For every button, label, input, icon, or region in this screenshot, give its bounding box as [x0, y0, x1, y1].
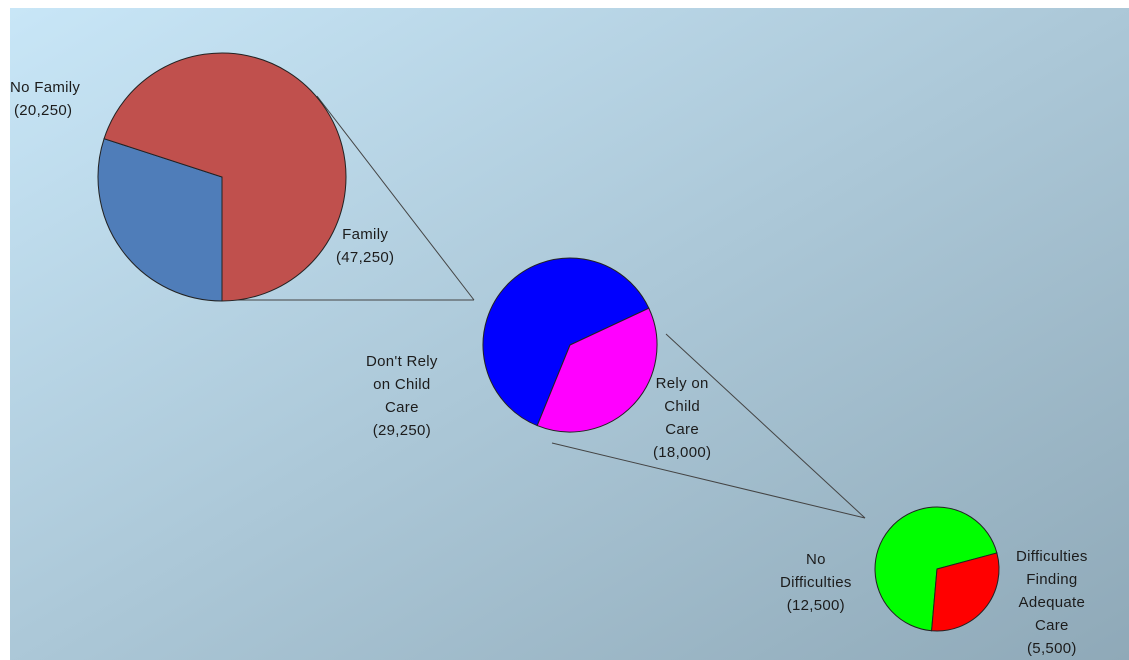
label-family: Family (47,250)	[336, 223, 394, 269]
pie-3	[874, 506, 1000, 632]
pie-1-slice-family	[103, 52, 347, 302]
label-difficulties: Difficulties Finding Adequate Care (5,50…	[1016, 545, 1088, 660]
label-difficulties-line3: Adequate	[1018, 594, 1086, 611]
chart-canvas	[10, 8, 1129, 660]
label-family-name: Family	[342, 226, 389, 243]
label-rely: Rely on Child Care (18,000)	[653, 372, 711, 464]
label-dont-rely-line2: on Child	[373, 376, 431, 393]
label-difficulties-line2: Finding	[1026, 571, 1078, 588]
label-dont-rely-line1: Don't Rely	[366, 353, 438, 370]
label-no-family: No Family (20,250)	[10, 76, 80, 122]
label-family-value: (47,250)	[336, 249, 395, 266]
bar-of-pie-chart: No Family (20,250) Family (47,250) Don't…	[10, 8, 1129, 660]
pie-2	[482, 257, 658, 433]
label-difficulties-line1: Difficulties	[1016, 548, 1088, 565]
label-no-family-name: No Family	[10, 79, 81, 96]
pies-group	[97, 52, 1000, 632]
connector-line-4	[551, 442, 866, 519]
label-dont-rely-line3: Care	[385, 399, 419, 416]
label-rely-line3: Care	[665, 421, 699, 438]
pie-2-slice-rely-on-child-care	[536, 307, 658, 433]
connector-lines	[216, 95, 866, 519]
label-dont-rely-value: (29,250)	[372, 422, 431, 439]
pie-2-slice-don-t-rely-on-child-care	[482, 257, 650, 427]
label-rely-line1: Rely on	[655, 375, 709, 392]
label-no-difficulties: No Difficulties (12,500)	[780, 548, 852, 617]
label-no-difficulties-value: (12,500)	[786, 597, 845, 614]
label-no-difficulties-line2: Difficulties	[780, 574, 852, 591]
label-rely-line2: Child	[664, 398, 700, 415]
label-dont-rely: Don't Rely on Child Care (29,250)	[366, 350, 438, 442]
label-no-difficulties-line1: No	[805, 551, 826, 568]
connector-line-3	[665, 333, 866, 519]
label-difficulties-line4: Care	[1034, 617, 1069, 634]
pie-1-slice-no-family	[97, 138, 223, 302]
pie-3-slice-no-difficulties	[874, 506, 998, 632]
pie-3-slice-difficulties-finding-adequate-care	[931, 552, 1000, 632]
connector-line-1	[316, 95, 475, 301]
label-rely-value: (18,000)	[653, 444, 712, 461]
label-no-family-value: (20,250)	[14, 102, 73, 119]
label-difficulties-value: (5,500)	[1027, 640, 1077, 657]
pie-1	[97, 52, 347, 302]
